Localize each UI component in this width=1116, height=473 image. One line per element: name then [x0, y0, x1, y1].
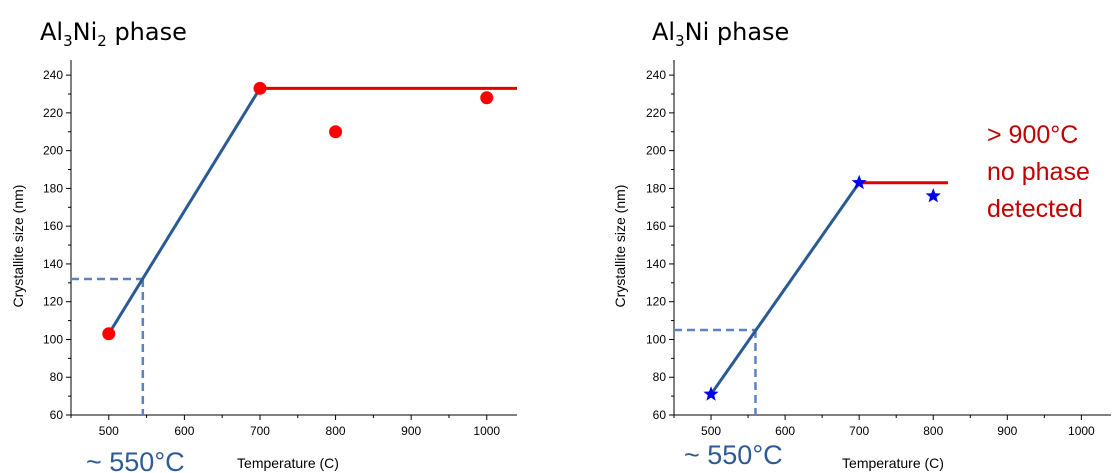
no-phase-note-line-1: > 900°C	[987, 121, 1078, 149]
x-axis-label: Temperature (C)	[842, 455, 944, 471]
x-tick-label: 500	[701, 424, 721, 438]
chart-title: Al3Ni phase	[652, 18, 789, 50]
x-tick-label: 600	[174, 424, 194, 438]
x-tick-label: 900	[997, 424, 1017, 438]
y-tick-label: 220	[43, 106, 63, 120]
data-point	[703, 386, 719, 401]
y-tick-label: 80	[653, 370, 667, 384]
x-tick-label: 800	[923, 424, 943, 438]
chart-al3ni: Al3Ni phase 60 80 100 120 140 160 180 200 220 240…	[612, 18, 1111, 471]
data-point	[102, 327, 116, 341]
data-point	[851, 174, 867, 190]
y-tick-label: 140	[43, 257, 63, 271]
y-tick-label: 160	[646, 219, 666, 233]
x-tick-label: 500	[99, 424, 119, 438]
y-tick-label: 120	[646, 295, 666, 309]
y-tick-label: 60	[653, 408, 667, 422]
y-tick-label: 180	[646, 181, 666, 195]
x-tick-label: 1000	[1068, 424, 1095, 438]
y-tick-label: 240	[646, 68, 666, 82]
y-tick-label: 60	[50, 408, 64, 422]
y-tick-label: 100	[43, 332, 63, 346]
data-point	[253, 81, 267, 95]
marks	[674, 174, 949, 415]
x-tick-label: 800	[326, 424, 346, 438]
y-tick-label: 140	[646, 257, 666, 271]
y-tick-label: 80	[50, 370, 64, 384]
x-tick-label: 700	[849, 424, 869, 438]
y-tick-label: 160	[43, 219, 63, 233]
trend-line	[709, 181, 861, 396]
chart-title: Al3Ni2 phase	[40, 18, 187, 50]
data-point	[329, 125, 343, 139]
no-phase-note-line-2: no phase	[987, 158, 1090, 186]
temperature-annotation: ~ 550°C	[684, 440, 783, 470]
x-axis-label: Temperature (C)	[237, 455, 339, 471]
y-tick-label: 240	[43, 68, 63, 82]
y-axis-label: Crystallite size (nm)	[612, 185, 628, 308]
y-tick-label: 100	[646, 332, 666, 346]
x-tick-label: 1000	[473, 424, 500, 438]
temperature-annotation: ~ 550°C	[86, 447, 185, 473]
y-tick-label: 220	[646, 106, 666, 120]
x-tick-label: 600	[775, 424, 795, 438]
x-tick-label: 700	[250, 424, 270, 438]
chart-al3ni2: Al3Ni2 phase 60 80 100 120 140 160 180 200 220 24…	[10, 18, 517, 473]
axes: 60 80 100 120 140 160 180 200 220 240 500 600 700 800…	[43, 60, 517, 438]
x-tick-label: 900	[401, 424, 421, 438]
y-axis-label: Crystallite size (nm)	[10, 185, 26, 308]
data-point	[925, 187, 941, 203]
y-tick-label: 200	[646, 144, 666, 158]
trend-line	[107, 87, 262, 335]
y-tick-label: 120	[43, 295, 63, 309]
axes: 60 80 100 120 140 160 180 200 220 240 500 600 700 800…	[646, 60, 1111, 438]
y-tick-label: 180	[43, 181, 63, 195]
y-tick-label: 200	[43, 144, 63, 158]
data-point	[480, 91, 494, 105]
marks	[71, 81, 517, 415]
no-phase-note-line-3: detected	[987, 195, 1083, 223]
